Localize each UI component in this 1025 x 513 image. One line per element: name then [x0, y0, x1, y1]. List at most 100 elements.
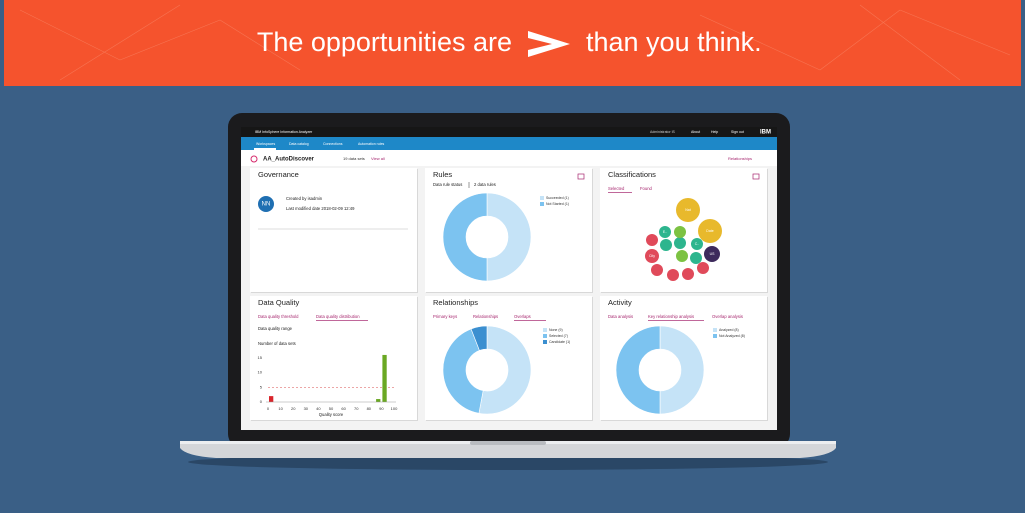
bubble-label: Nat: [685, 208, 690, 212]
histogram-bar: [382, 354, 387, 402]
laptop-base: [180, 441, 836, 458]
legend-label: Analyzed (8): [719, 328, 739, 332]
bubble-label: Date: [706, 229, 713, 233]
rule-count: 2 data rules: [474, 182, 496, 187]
card-title: Data Quality: [258, 298, 300, 307]
data-set-count: 19 data sets: [343, 156, 365, 161]
user-name: Administrator IS: [650, 130, 676, 134]
donut-slice: [470, 325, 488, 351]
y-axis-label: Number of data sets: [258, 341, 296, 346]
y-tick-label: 5: [260, 384, 263, 389]
x-tick-label: 20: [291, 406, 296, 411]
donut-slice: [486, 192, 532, 282]
workspace-bar: [241, 150, 777, 166]
y-tick-label: 15: [258, 355, 263, 360]
bubble: [682, 268, 694, 280]
rule-status: Data rule status: [433, 182, 462, 187]
banner-text: The opportunities are: [257, 27, 512, 57]
card-tab[interactable]: Overlap analysis: [712, 314, 743, 319]
x-tick-label: 50: [329, 406, 334, 411]
nav-tab[interactable]: Connections: [323, 142, 343, 146]
app-header: [241, 127, 777, 137]
card-tab[interactable]: Overlaps: [514, 314, 531, 319]
tab-underline: [316, 320, 368, 321]
tab-bar: [241, 137, 777, 150]
x-tick-label: 10: [278, 406, 283, 411]
tab-underline: [514, 320, 546, 321]
bubble-label: C..: [695, 242, 700, 246]
bubble: [690, 252, 702, 264]
tab-underline: [608, 192, 632, 193]
view-all-link[interactable]: View all: [371, 156, 385, 161]
modified-date: Last modified date 2018-02-09 12:49: [286, 206, 355, 211]
bubble: [651, 264, 663, 276]
legend-swatch: [543, 340, 547, 344]
created-by: Created by isadmin: [286, 196, 323, 201]
card-title: Governance: [258, 170, 299, 179]
histogram-bar: [376, 399, 381, 402]
legend-label: None (9): [549, 328, 563, 332]
legend-swatch: [540, 202, 544, 206]
bubble: [676, 250, 688, 262]
expand-icon[interactable]: [577, 173, 585, 180]
donut-slice: [442, 328, 484, 414]
card-tab[interactable]: Data quality threshold: [258, 314, 299, 319]
card-tab[interactable]: Selected: [608, 186, 625, 191]
bubble: [659, 226, 671, 238]
bubble-label: E..: [663, 230, 667, 234]
card-tab[interactable]: Primary keys: [433, 314, 457, 319]
bubble: [646, 234, 658, 246]
avatar-initials: NN: [262, 202, 271, 208]
bubble: [691, 238, 703, 250]
back-icon[interactable]: [250, 155, 258, 163]
card-tab[interactable]: Data quality distribution: [316, 314, 360, 319]
histogram-bar: [269, 396, 274, 402]
laptop-notch: [470, 441, 546, 445]
nav-tab[interactable]: Data catalog: [289, 142, 309, 146]
card-tab[interactable]: Key relationship analysis: [648, 314, 694, 319]
legend-label: Not Started (1): [546, 202, 569, 206]
nav-tab[interactable]: Automation rules: [358, 142, 385, 146]
legend-label: Succeeded (1): [546, 196, 569, 200]
legend-swatch: [713, 334, 717, 338]
x-tick-label: 30: [304, 406, 309, 411]
header-link[interactable]: About: [691, 130, 700, 134]
nav-tab[interactable]: Workspaces: [256, 142, 275, 146]
donut-slice: [442, 192, 488, 282]
card-tab[interactable]: Found: [640, 186, 653, 191]
bubble: [674, 237, 686, 249]
expand-icon[interactable]: [752, 173, 760, 180]
card-title: Activity: [608, 298, 632, 307]
range-label: Data quality range: [258, 326, 293, 331]
donut-slice: [659, 325, 705, 415]
bubble: [704, 246, 720, 262]
card-tab[interactable]: Data analysis: [608, 314, 633, 319]
legend-swatch: [543, 328, 547, 332]
bubble: [697, 262, 709, 274]
card-title: Rules: [433, 170, 452, 179]
bubble: [667, 269, 679, 281]
x-tick-label: 80: [367, 406, 372, 411]
legend-swatch: [540, 196, 544, 200]
donut-slice: [615, 325, 661, 415]
card-title: Classifications: [608, 170, 656, 179]
legend-swatch: [543, 334, 547, 338]
header-link[interactable]: Sign out: [731, 130, 744, 134]
card-tab[interactable]: Relationships: [473, 314, 498, 319]
bubble-label: US: [710, 252, 716, 256]
network-pattern: [19, 4, 1011, 81]
bubble: [674, 226, 686, 238]
card: [250, 168, 417, 292]
legend-label: Selected (7): [549, 334, 568, 338]
y-tick-label: 10: [258, 370, 263, 375]
banner-text: than you think.: [586, 27, 762, 57]
x-tick-label: 70: [354, 406, 359, 411]
x-axis-label: Quality score: [319, 412, 344, 417]
x-tick-label: 40: [316, 406, 321, 411]
x-tick-label: 60: [341, 406, 346, 411]
active-tab-indicator: [254, 148, 276, 150]
relationships-link[interactable]: Relationships: [728, 156, 752, 161]
header-link[interactable]: Help: [711, 130, 718, 134]
avatar: [258, 196, 274, 212]
